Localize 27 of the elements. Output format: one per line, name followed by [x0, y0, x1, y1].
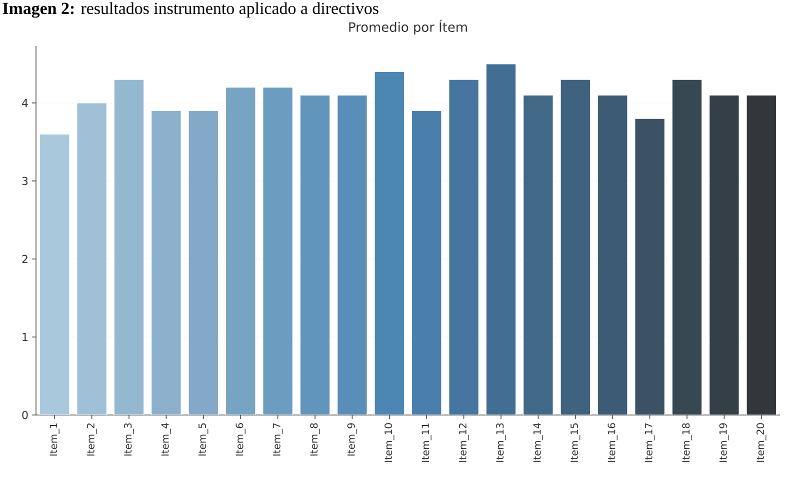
y-tick-label: 4 — [22, 98, 28, 107]
x-tick-label: Item_16 — [608, 423, 618, 462]
x-tick-label: Item_1 — [50, 423, 60, 456]
y-tick-label: 0 — [22, 410, 28, 420]
text: Imagen 2: resultados instrumento aplicado a directivos — [2, 2, 378, 18]
x-tick-label: Item_20 — [756, 423, 766, 462]
x-tick-label: Item_9 — [347, 423, 358, 456]
x-tick-label: Item_6 — [236, 423, 246, 456]
x-tick-label: Item_7 — [272, 423, 283, 456]
x-tick-label: Item_5 — [198, 423, 208, 456]
x-tick-label: Item_4 — [161, 423, 172, 456]
x-tick-label: Item_11 — [422, 423, 432, 462]
x-tick-label: Item_3 — [124, 423, 134, 456]
x-tick-label: Item_10 — [384, 423, 394, 462]
y-tick-label: 3 — [22, 176, 28, 186]
x-tick-label: Item_2 — [86, 424, 97, 456]
x-tick-label: Item_12 — [458, 424, 469, 462]
chart-title: Promedio por Ítem — [349, 20, 467, 34]
x-tick-label: Item_18 — [682, 423, 692, 462]
x-tick-label: Item_8 — [310, 423, 320, 456]
y-tick-label: 1 — [22, 332, 28, 341]
x-tick-label: Item_14 — [533, 423, 544, 462]
x-tick-label: Item_15 — [570, 423, 580, 462]
x-tick-label: Item_13 — [496, 423, 506, 462]
y-tick-label: 2 — [22, 254, 28, 264]
x-tick-label: Item_17 — [645, 423, 655, 462]
x-tick-label: Item_19 — [719, 423, 730, 462]
